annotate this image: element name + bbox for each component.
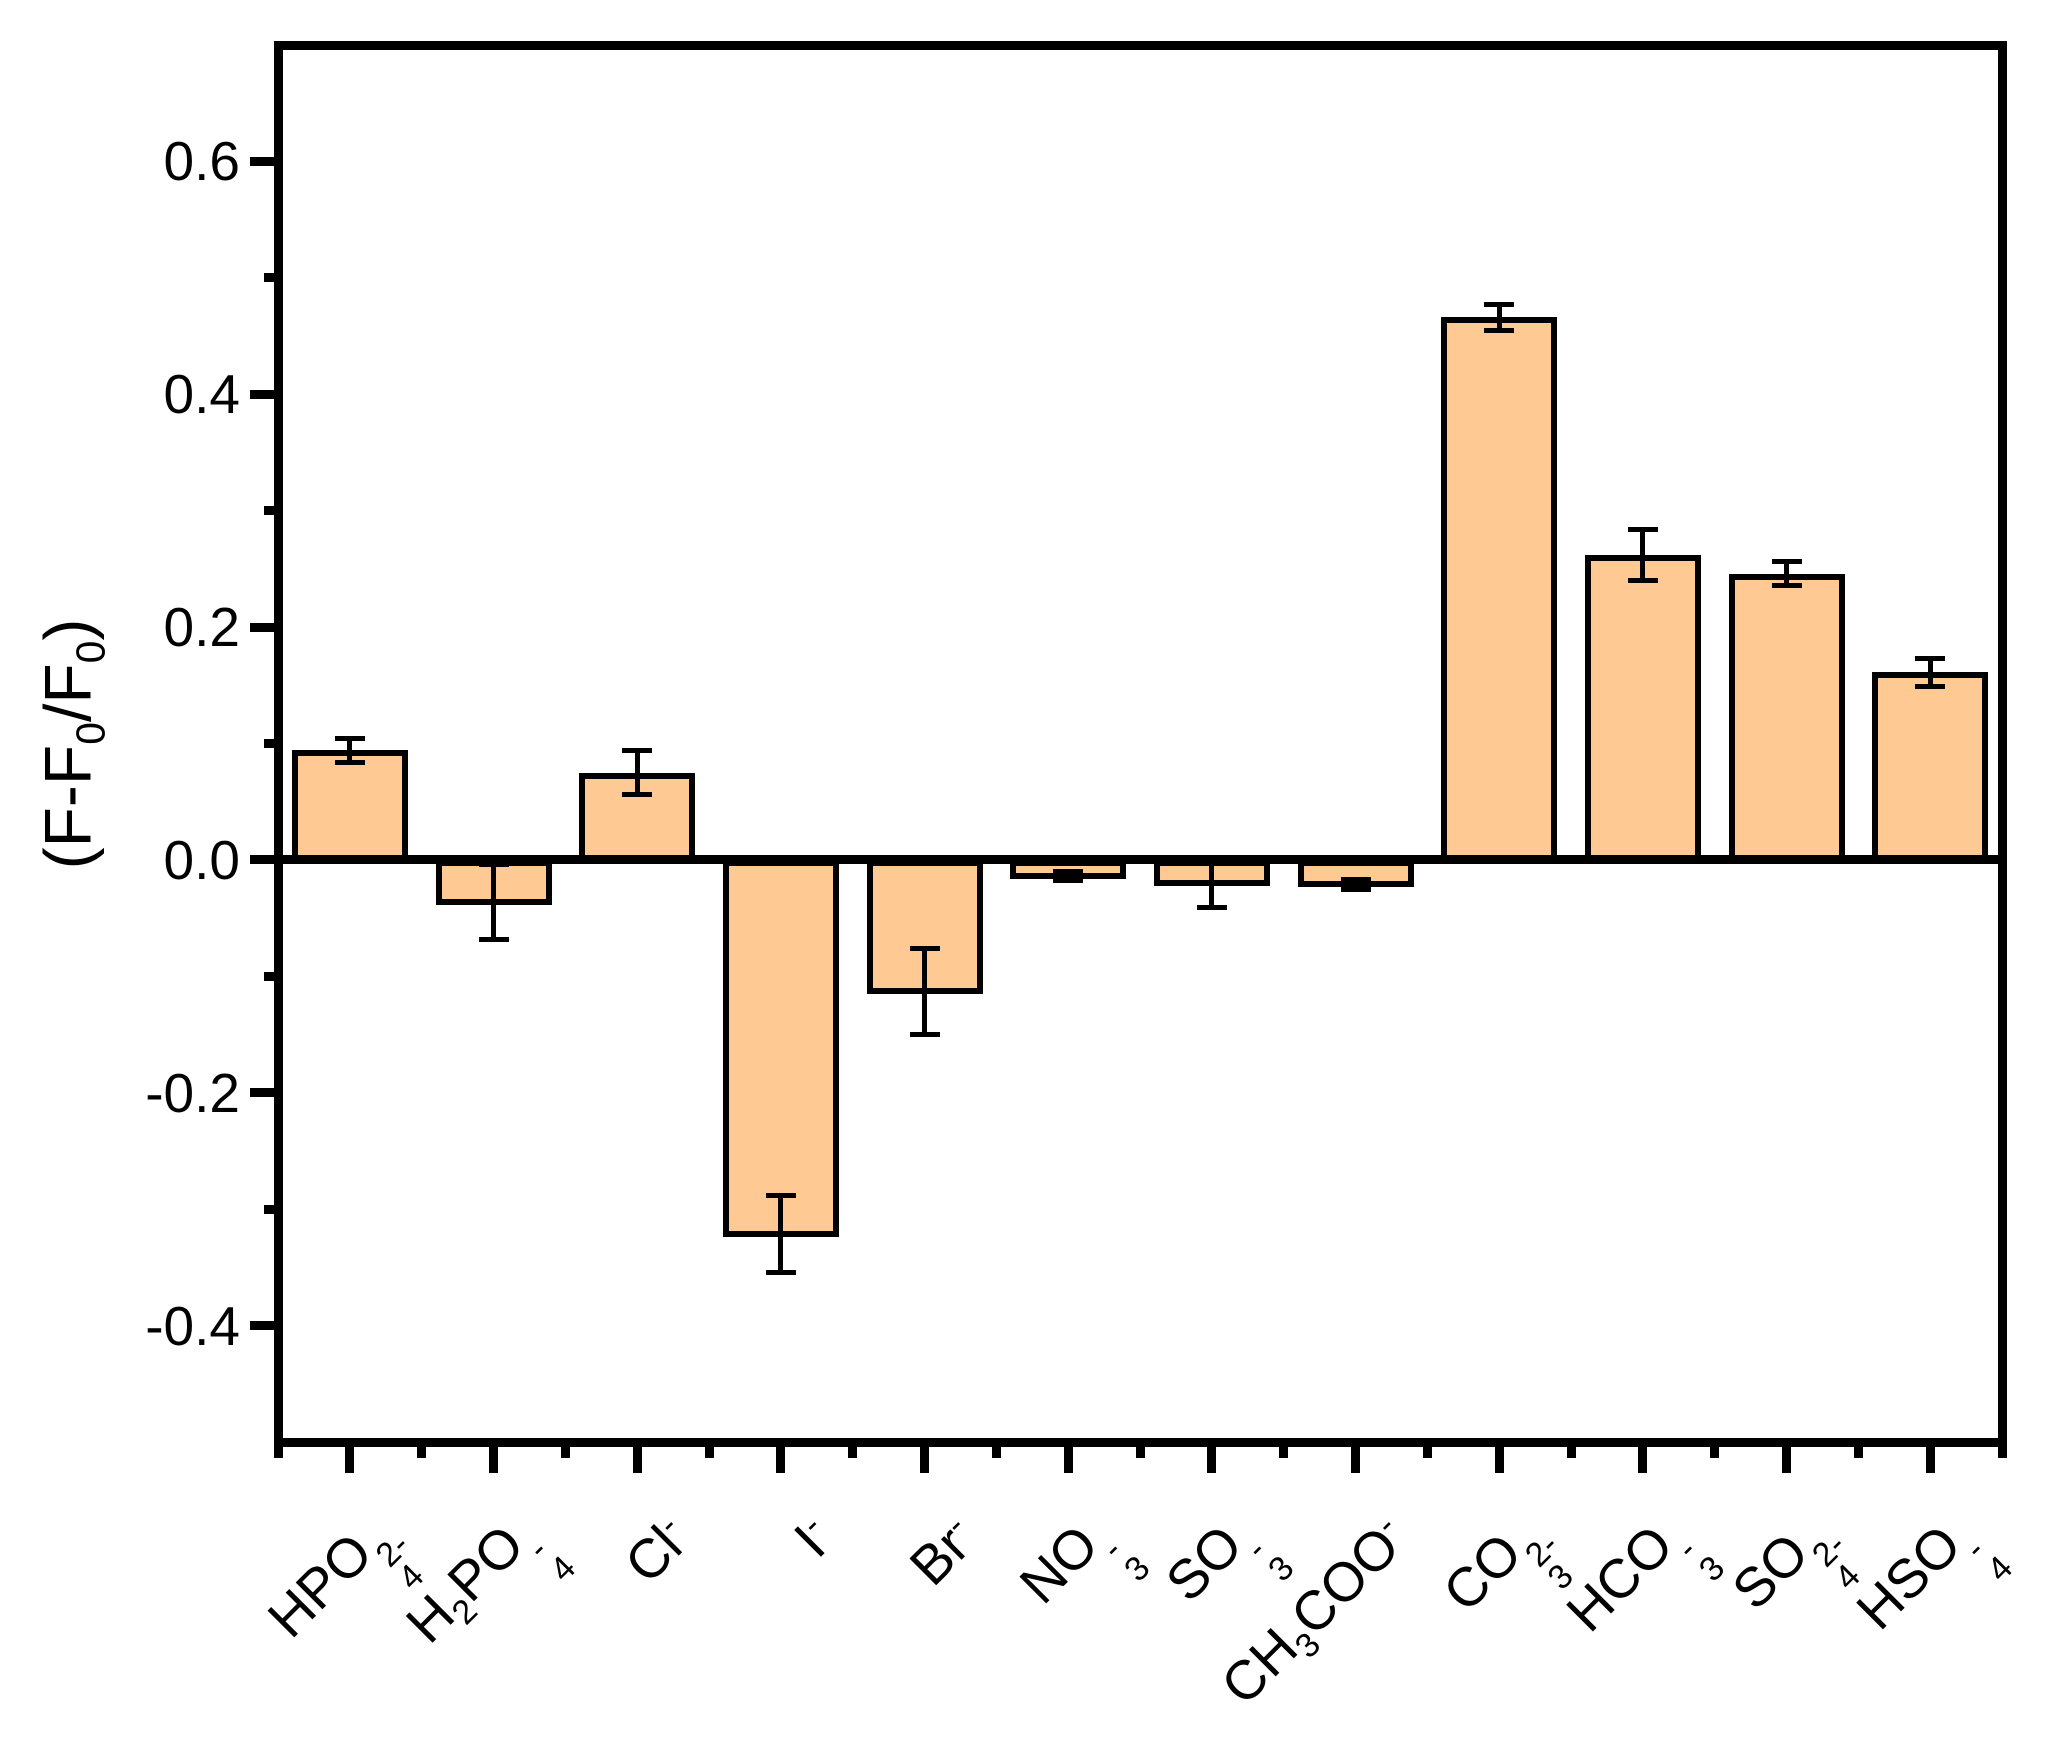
bar-co3-2 <box>1441 317 1558 863</box>
x-tick-label-hso4: HSO -4 <box>1844 1512 2020 1642</box>
bar-hso4 <box>1872 672 1989 863</box>
y-tick-label: 0.4 <box>163 363 240 426</box>
error-cap-bottom-ch3coo <box>1340 886 1371 892</box>
x-major-tick <box>1063 1442 1073 1473</box>
error-bar-ch3coo <box>1353 879 1358 890</box>
error-cap-top-h2po4 <box>478 862 509 868</box>
y-major-tick <box>250 1321 278 1331</box>
error-cap-bottom-hpo4-2 <box>334 759 365 765</box>
x-minor-tick <box>1710 1442 1720 1458</box>
error-cap-top-hpo4-2 <box>334 736 365 742</box>
y-tick-label: 0.0 <box>163 828 240 891</box>
error-cap-bottom-so3 <box>1196 905 1227 911</box>
error-cap-bottom-br <box>909 1032 940 1038</box>
x-major-tick <box>489 1442 498 1473</box>
error-cap-top-i <box>765 1192 796 1198</box>
y-major-tick <box>250 389 278 399</box>
error-bar-hso4 <box>1927 658 1933 687</box>
error-cap-bottom-hco3 <box>1627 578 1658 584</box>
y-tick-label: -0.2 <box>145 1061 240 1124</box>
x-minor-tick <box>1997 1442 2007 1458</box>
error-cap-top-ch3coo <box>1340 877 1371 883</box>
x-minor-tick <box>991 1442 1001 1458</box>
x-tick-label-cl: Cl- <box>612 1507 694 1595</box>
error-cap-bottom-cl <box>622 792 653 798</box>
x-major-tick <box>1494 1442 1504 1473</box>
y-major-tick <box>250 1088 278 1098</box>
error-cap-top-so4-2 <box>1771 559 1802 565</box>
x-tick-label-h2po4: H2PO -4 <box>394 1512 584 1655</box>
error-bar-h2po4 <box>491 864 496 940</box>
error-bar-i <box>778 1195 784 1273</box>
x-tick-label-i: I- <box>782 1507 837 1569</box>
error-bar-br <box>922 948 927 1035</box>
x-minor-tick <box>273 1442 283 1458</box>
x-tick-label-hco3: HCO -3 <box>1554 1512 1733 1644</box>
error-cap-bottom-h2po4 <box>478 936 509 942</box>
error-cap-bottom-co3-2 <box>1484 327 1515 333</box>
x-minor-tick <box>704 1442 714 1458</box>
error-cap-top-no3 <box>1053 869 1084 875</box>
y-minor-tick <box>264 1204 278 1214</box>
y-minor-tick <box>264 506 278 516</box>
bar-so4-2 <box>1728 573 1845 863</box>
x-tick-label-hpo4-2: HPO 2- 4 <box>255 1520 432 1650</box>
y-major-tick <box>250 622 278 632</box>
error-bar-so3 <box>1209 858 1215 908</box>
x-major-tick <box>1782 1442 1791 1473</box>
error-bar-co3-2 <box>1496 304 1502 331</box>
x-minor-tick <box>848 1442 858 1458</box>
x-minor-tick <box>1279 1442 1289 1458</box>
x-tick-label-so4-2: SO 2- 4 <box>1720 1520 1869 1622</box>
error-cap-bottom-i <box>765 1269 796 1275</box>
y-major-tick <box>250 855 278 865</box>
x-minor-tick <box>1566 1442 1576 1458</box>
error-bar-so4-2 <box>1784 561 1789 586</box>
error-cap-top-hco3 <box>1627 526 1658 532</box>
zero-line <box>278 855 2002 865</box>
y-major-tick <box>250 156 278 166</box>
x-tick-label-co3-2: CO 2- 3 <box>1431 1520 1581 1624</box>
x-tick-label-br: Br- <box>897 1507 981 1597</box>
x-minor-tick <box>417 1442 427 1458</box>
x-minor-tick <box>1853 1442 1863 1458</box>
error-cap-top-co3-2 <box>1484 302 1515 308</box>
x-major-tick <box>920 1442 929 1473</box>
x-tick-label-no3: NO -3 <box>1008 1512 1158 1616</box>
error-bar-hpo4-2 <box>347 738 353 763</box>
y-minor-tick <box>264 739 278 748</box>
x-major-tick <box>1351 1442 1360 1473</box>
y-tick-label: 0.6 <box>163 130 240 193</box>
error-bar-no3 <box>1065 871 1071 881</box>
x-minor-tick <box>1422 1442 1432 1458</box>
error-cap-top-br <box>909 945 940 951</box>
x-major-tick <box>1638 1442 1648 1473</box>
error-bar-cl <box>634 750 640 795</box>
x-minor-tick <box>1135 1442 1145 1458</box>
x-major-tick <box>345 1442 355 1473</box>
error-cap-top-so3 <box>1196 856 1227 862</box>
bar-hpo4-2 <box>291 750 408 863</box>
x-minor-tick <box>560 1442 570 1458</box>
y-tick-label: 0.2 <box>163 596 240 659</box>
y-tick-label: -0.4 <box>145 1294 240 1357</box>
error-cap-bottom-no3 <box>1053 878 1084 884</box>
error-cap-top-hso4 <box>1915 656 1946 662</box>
error-cap-bottom-so4-2 <box>1771 582 1802 588</box>
error-cap-bottom-hso4 <box>1915 683 1946 689</box>
error-cap-top-cl <box>622 747 653 753</box>
x-major-tick <box>1207 1442 1217 1473</box>
x-major-tick <box>632 1442 642 1473</box>
x-major-tick <box>776 1442 786 1473</box>
bar-hco3 <box>1584 554 1701 863</box>
bar-i <box>722 859 839 1237</box>
y-minor-tick <box>264 971 278 981</box>
error-bar-hco3 <box>1640 529 1646 581</box>
y-minor-tick <box>264 273 278 283</box>
x-major-tick <box>1925 1442 1935 1473</box>
